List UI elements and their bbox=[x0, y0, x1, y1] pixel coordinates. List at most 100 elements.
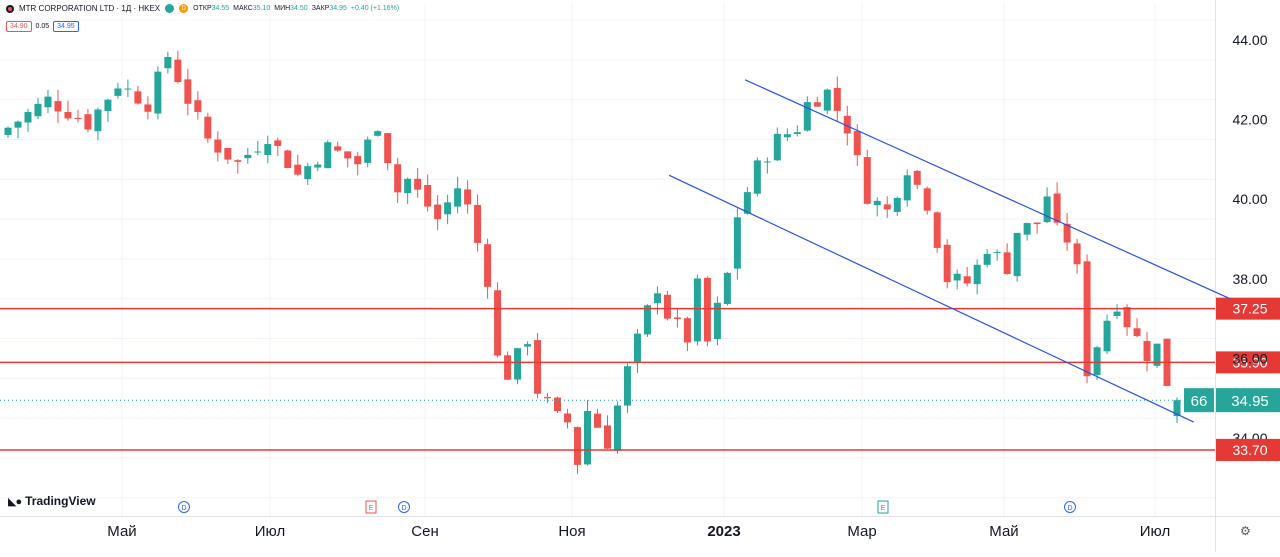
candle[interactable] bbox=[314, 164, 322, 168]
candle[interactable] bbox=[584, 410, 592, 465]
candle[interactable] bbox=[404, 178, 412, 194]
candle[interactable] bbox=[963, 276, 971, 284]
candle[interactable] bbox=[743, 192, 751, 214]
candle[interactable] bbox=[903, 175, 911, 201]
candle[interactable] bbox=[4, 127, 12, 135]
candle[interactable] bbox=[673, 317, 681, 320]
candle[interactable] bbox=[863, 157, 871, 204]
candle[interactable] bbox=[633, 333, 641, 362]
candle[interactable] bbox=[943, 244, 951, 283]
candle[interactable] bbox=[913, 170, 921, 185]
candle[interactable] bbox=[813, 102, 821, 107]
candle[interactable] bbox=[414, 178, 422, 190]
candle[interactable] bbox=[1073, 243, 1081, 265]
candle[interactable] bbox=[294, 164, 302, 175]
candle[interactable] bbox=[973, 264, 981, 285]
level-price-tag[interactable] bbox=[1216, 351, 1280, 374]
candle[interactable] bbox=[554, 397, 562, 412]
candle[interactable] bbox=[923, 188, 931, 211]
candle[interactable] bbox=[424, 185, 432, 207]
candle[interactable] bbox=[933, 212, 941, 248]
candle[interactable] bbox=[384, 133, 392, 164]
candle[interactable] bbox=[34, 103, 42, 117]
candle[interactable] bbox=[544, 396, 552, 399]
candle[interactable] bbox=[364, 139, 372, 163]
candle[interactable] bbox=[214, 139, 222, 153]
candle[interactable] bbox=[274, 140, 282, 146]
candle[interactable] bbox=[983, 253, 991, 265]
candle[interactable] bbox=[1093, 347, 1101, 375]
candle[interactable] bbox=[204, 116, 212, 139]
candle[interactable] bbox=[683, 318, 691, 343]
channel-lower-line[interactable] bbox=[668, 174, 1194, 423]
candle[interactable] bbox=[803, 102, 811, 131]
earnings-event-marker[interactable] bbox=[365, 500, 377, 514]
buy-button[interactable]: 34.95 bbox=[53, 21, 79, 32]
candle[interactable] bbox=[504, 355, 512, 380]
candle[interactable] bbox=[763, 161, 771, 163]
candle[interactable] bbox=[354, 156, 362, 165]
candle[interactable] bbox=[663, 294, 671, 319]
candle[interactable] bbox=[1023, 223, 1031, 235]
candle[interactable] bbox=[234, 160, 242, 162]
earnings-event-marker[interactable] bbox=[877, 500, 889, 514]
candle[interactable] bbox=[434, 204, 442, 220]
candle[interactable] bbox=[823, 89, 831, 111]
candle[interactable] bbox=[883, 204, 891, 210]
candle[interactable] bbox=[843, 115, 851, 134]
candle[interactable] bbox=[394, 164, 402, 193]
candle[interactable] bbox=[593, 413, 601, 428]
candle[interactable] bbox=[1153, 343, 1161, 366]
candle[interactable] bbox=[154, 71, 162, 114]
candle[interactable] bbox=[653, 293, 661, 303]
dividend-event-marker[interactable] bbox=[1064, 501, 1076, 513]
candle[interactable] bbox=[264, 144, 272, 155]
candle[interactable] bbox=[623, 366, 631, 406]
candle[interactable] bbox=[144, 104, 152, 112]
candle[interactable] bbox=[194, 100, 202, 112]
candle[interactable] bbox=[54, 101, 62, 112]
candle[interactable] bbox=[1003, 252, 1011, 274]
candle[interactable] bbox=[793, 132, 801, 134]
candle[interactable] bbox=[1143, 340, 1151, 361]
candle[interactable] bbox=[753, 160, 761, 194]
dividend-event-marker[interactable] bbox=[178, 501, 190, 513]
candle[interactable] bbox=[64, 112, 72, 119]
candle[interactable] bbox=[84, 114, 92, 130]
candle[interactable] bbox=[344, 151, 352, 159]
candle[interactable] bbox=[1043, 196, 1051, 223]
candle[interactable] bbox=[94, 109, 102, 132]
candle[interactable] bbox=[534, 340, 542, 394]
candle[interactable] bbox=[723, 272, 731, 304]
candle[interactable] bbox=[1063, 223, 1071, 243]
level-price-tag[interactable] bbox=[1216, 438, 1280, 461]
candle[interactable] bbox=[1113, 311, 1121, 316]
candle[interactable] bbox=[174, 59, 182, 83]
candle[interactable] bbox=[953, 273, 961, 281]
candle[interactable] bbox=[1133, 328, 1141, 337]
candle[interactable] bbox=[574, 427, 582, 465]
candle[interactable] bbox=[1083, 261, 1091, 377]
candle[interactable] bbox=[564, 413, 572, 423]
candle[interactable] bbox=[713, 302, 721, 340]
candle[interactable] bbox=[324, 142, 332, 169]
tradingview-logo[interactable]: ◣● TradingView bbox=[8, 494, 96, 508]
candle[interactable] bbox=[74, 117, 82, 120]
candle[interactable] bbox=[454, 188, 462, 207]
candle[interactable] bbox=[524, 344, 532, 347]
candle[interactable] bbox=[783, 134, 791, 138]
axis-settings-icon[interactable]: ⚙ bbox=[1240, 524, 1251, 538]
candle[interactable] bbox=[464, 189, 472, 205]
candle[interactable] bbox=[873, 200, 881, 206]
candle[interactable] bbox=[613, 405, 621, 451]
candle[interactable] bbox=[24, 112, 32, 123]
candle[interactable] bbox=[1123, 307, 1131, 328]
candle[interactable] bbox=[853, 131, 861, 156]
candle[interactable] bbox=[1053, 193, 1061, 223]
candle[interactable] bbox=[114, 88, 122, 96]
candle[interactable] bbox=[44, 96, 52, 108]
symbol-logo-icon[interactable] bbox=[6, 4, 14, 13]
candle[interactable] bbox=[1173, 400, 1181, 417]
candle[interactable] bbox=[993, 251, 1001, 253]
